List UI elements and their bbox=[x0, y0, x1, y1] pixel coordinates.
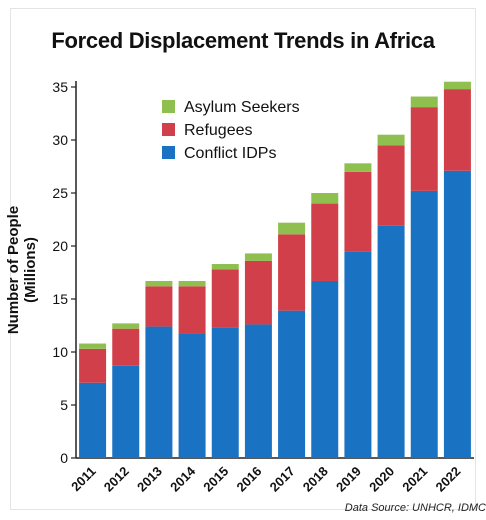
y-tick-label: 15 bbox=[52, 291, 68, 307]
bar-conflict-idps bbox=[311, 281, 338, 458]
y-tick-label: 35 bbox=[52, 79, 68, 95]
legend-swatch bbox=[162, 123, 175, 136]
x-tick-label: 2012 bbox=[101, 464, 132, 495]
bar-conflict-idps bbox=[411, 191, 438, 458]
y-tick-label: 30 bbox=[52, 132, 68, 148]
bar-refugees bbox=[311, 204, 338, 281]
x-tick-label: 2014 bbox=[167, 463, 199, 495]
bar-asylum-seekers bbox=[179, 281, 206, 286]
legend-label: Refugees bbox=[184, 122, 253, 139]
y-tick-label: 0 bbox=[60, 450, 68, 466]
data-source-note: Data Source: UNHCR, IDMC bbox=[345, 502, 486, 514]
bar-asylum-seekers bbox=[212, 264, 239, 269]
bar-conflict-idps bbox=[245, 324, 272, 458]
bar-refugees bbox=[112, 329, 139, 366]
legend-label: Conflict IDPs bbox=[184, 145, 276, 162]
bar-refugees bbox=[245, 261, 272, 325]
x-tick-label: 2011 bbox=[68, 464, 99, 495]
bar-asylum-seekers bbox=[378, 135, 405, 146]
legend-swatch bbox=[162, 146, 175, 159]
x-tick-label: 2016 bbox=[233, 464, 264, 495]
bar-refugees bbox=[179, 286, 206, 334]
bar-asylum-seekers bbox=[145, 281, 172, 286]
bar-asylum-seekers bbox=[245, 253, 272, 260]
bar-conflict-idps bbox=[212, 328, 239, 458]
bar-asylum-seekers bbox=[444, 82, 471, 89]
x-tick-label: 2017 bbox=[267, 464, 298, 495]
bar-conflict-idps bbox=[145, 327, 172, 458]
bar-refugees bbox=[212, 269, 239, 327]
bar-asylum-seekers bbox=[311, 193, 338, 204]
bar-asylum-seekers bbox=[411, 97, 438, 108]
bar-conflict-idps bbox=[278, 311, 305, 458]
bar-refugees bbox=[145, 286, 172, 326]
bar-refugees bbox=[444, 89, 471, 171]
x-tick-label: 2020 bbox=[366, 464, 397, 495]
bar-asylum-seekers bbox=[344, 163, 371, 171]
bar-refugees bbox=[344, 172, 371, 252]
y-tick-label: 5 bbox=[60, 397, 68, 413]
bar-conflict-idps bbox=[344, 251, 371, 458]
bar-asylum-seekers bbox=[278, 223, 305, 235]
bar-conflict-idps bbox=[79, 383, 106, 458]
x-tick-label: 2019 bbox=[333, 464, 364, 495]
x-tick-label: 2018 bbox=[300, 464, 331, 495]
bar-refugees bbox=[278, 234, 305, 310]
y-tick-label: 10 bbox=[52, 344, 68, 360]
legend-label: Asylum Seekers bbox=[184, 99, 300, 116]
x-tick-label: 2015 bbox=[200, 464, 231, 495]
x-tick-label: 2021 bbox=[399, 464, 430, 495]
legend-swatch bbox=[162, 100, 175, 113]
y-tick-label: 25 bbox=[52, 185, 68, 201]
bar-refugees bbox=[411, 107, 438, 191]
x-tick-label: 2013 bbox=[134, 464, 165, 495]
x-tick-label: 2022 bbox=[432, 464, 463, 495]
bar-asylum-seekers bbox=[112, 323, 139, 328]
bar-conflict-idps bbox=[112, 366, 139, 458]
bar-asylum-seekers bbox=[79, 344, 106, 349]
bar-conflict-idps bbox=[378, 226, 405, 458]
bar-conflict-idps bbox=[179, 334, 206, 458]
bar-refugees bbox=[79, 349, 106, 383]
bar-conflict-idps bbox=[444, 171, 471, 458]
bar-refugees bbox=[378, 145, 405, 226]
y-tick-label: 20 bbox=[52, 238, 68, 254]
